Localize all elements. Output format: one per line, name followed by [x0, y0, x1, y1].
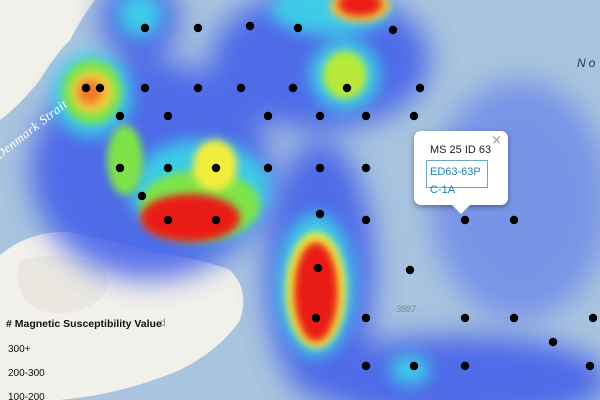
- sample-marker[interactable]: [361, 163, 371, 173]
- sample-marker[interactable]: [315, 111, 325, 121]
- sample-marker[interactable]: [245, 21, 255, 31]
- sample-marker[interactable]: [115, 163, 125, 173]
- sample-marker[interactable]: [81, 83, 91, 93]
- sample-marker[interactable]: [315, 209, 325, 219]
- close-icon[interactable]: ×: [491, 133, 502, 148]
- sample-marker[interactable]: [361, 313, 371, 323]
- sample-marker[interactable]: [115, 111, 125, 121]
- popup-title: MS 25 ID 63: [430, 144, 492, 156]
- sample-link[interactable]: ED63-63PC-1A: [430, 166, 481, 196]
- sample-marker[interactable]: [460, 313, 470, 323]
- sample-marker[interactable]: [263, 163, 273, 173]
- sample-marker[interactable]: [361, 361, 371, 371]
- sample-marker[interactable]: [163, 163, 173, 173]
- sample-marker[interactable]: [140, 23, 150, 33]
- sample-marker[interactable]: [460, 361, 470, 371]
- sample-marker[interactable]: [211, 163, 221, 173]
- sample-marker[interactable]: [263, 111, 273, 121]
- sample-marker[interactable]: [409, 361, 419, 371]
- sample-marker[interactable]: [409, 111, 419, 121]
- sample-marker[interactable]: [342, 83, 352, 93]
- sample-marker[interactable]: [361, 215, 371, 225]
- sample-marker[interactable]: [311, 313, 321, 323]
- sample-marker[interactable]: [95, 83, 105, 93]
- sample-marker[interactable]: [388, 25, 398, 35]
- legend-title: # Magnetic Susceptibility Value: [6, 318, 162, 330]
- sample-marker[interactable]: [137, 191, 147, 201]
- sample-marker[interactable]: [588, 313, 598, 323]
- sample-marker[interactable]: [293, 23, 303, 33]
- sample-marker[interactable]: [405, 265, 415, 275]
- legend-row-200-300: 200-300: [8, 368, 45, 379]
- sample-popup: × MS 25 ID 63 ED63-63PC-1A: [414, 131, 508, 214]
- sample-marker[interactable]: [585, 361, 595, 371]
- sample-marker[interactable]: [315, 163, 325, 173]
- sample-marker[interactable]: [211, 215, 221, 225]
- sample-marker[interactable]: [140, 83, 150, 93]
- sample-marker[interactable]: [415, 83, 425, 93]
- sample-marker[interactable]: [509, 215, 519, 225]
- sample-marker[interactable]: [236, 83, 246, 93]
- popup-link-box: ED63-63PC-1A: [426, 160, 488, 196]
- sample-marker[interactable]: [509, 313, 519, 323]
- legend: # Magnetic Susceptibility Value 300+ 200…: [0, 312, 200, 400]
- legend-row-300plus: 300+: [8, 344, 31, 355]
- sample-marker[interactable]: [313, 263, 323, 273]
- label-depth-value: 3887: [396, 304, 417, 314]
- sample-marker[interactable]: [193, 83, 203, 93]
- sample-marker[interactable]: [288, 83, 298, 93]
- sample-marker[interactable]: [163, 215, 173, 225]
- label-fragment: d: [160, 318, 166, 329]
- label-north-fragment: No: [577, 56, 599, 70]
- sample-marker[interactable]: [163, 111, 173, 121]
- legend-row-100-200: 100-200: [8, 392, 45, 400]
- sample-marker[interactable]: [361, 111, 371, 121]
- sample-marker[interactable]: [193, 23, 203, 33]
- sample-marker[interactable]: [460, 215, 470, 225]
- sample-marker[interactable]: [548, 337, 558, 347]
